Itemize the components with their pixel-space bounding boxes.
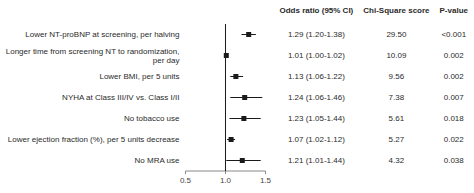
estimate-marker	[246, 32, 251, 37]
table-cell: 0.022	[444, 135, 465, 144]
row-label-line: per day	[153, 56, 180, 65]
table-cell: 7.38	[389, 93, 405, 102]
estimate-marker	[242, 95, 247, 100]
estimate-marker	[233, 74, 238, 79]
estimate-marker	[229, 137, 234, 142]
column-header: P-value	[440, 6, 469, 15]
table-cell: 5.27	[389, 135, 405, 144]
row-label-line: Longer time from screening NT to randomi…	[6, 47, 180, 56]
x-axis: 0.5 1.0 1.5	[180, 171, 272, 185]
x-tick-label: 1.0	[220, 176, 232, 185]
table-cell: 29.50	[386, 30, 407, 39]
reference-line	[225, 24, 226, 171]
table-cell: 0.002	[444, 51, 465, 60]
row-label-line: NYHA at Class III/IV vs. Class I/II	[62, 93, 179, 102]
row-label-line: No tobacco use	[124, 114, 180, 123]
row-labels: Lower NT-proBNP at screening, per halvin…	[6, 30, 180, 165]
column-header: Chi-Square score	[363, 6, 430, 15]
table-cell: 0.007	[444, 93, 465, 102]
table-cell: 4.32	[389, 156, 405, 165]
x-tick	[265, 171, 266, 174]
estimate-marker	[240, 158, 245, 163]
estimate-marker	[241, 116, 246, 121]
row-label-line: Lower BMI, per 5 units	[99, 72, 179, 81]
table-cell: 1.24 (1.06-1.46)	[288, 93, 345, 102]
row-label: No MRA use	[135, 156, 180, 165]
table-cell: 9.56	[389, 72, 405, 81]
table-cell: 0.018	[444, 114, 465, 123]
table-cell: 1.23 (1.05-1.44)	[288, 114, 345, 123]
plot-marks	[224, 24, 262, 171]
table-cell: <0.001	[441, 30, 466, 39]
table-cell: 1.29 (1.20-1.38)	[288, 30, 345, 39]
forest-chart: Odds ratio (95% CI) Chi-Square score P-val…	[0, 0, 474, 193]
row-label-line: Lower NT-proBNP at screening, per halvin…	[25, 30, 179, 39]
x-tick	[185, 171, 186, 174]
table-cell: 1.21 (1.01-1.44)	[288, 156, 345, 165]
row-label: No tobacco use	[124, 114, 180, 123]
x-tick-label: 0.5	[180, 176, 192, 185]
row-label: Lower ejection fraction (%), per 5 units…	[8, 135, 180, 144]
row-label: Longer time from screening NT to randomi…	[6, 47, 180, 65]
table-cell: 10.09	[386, 51, 407, 60]
row-label: NYHA at Class III/IV vs. Class I/II	[62, 93, 179, 102]
table-cell: 1.01 (1.00-1.02)	[288, 51, 345, 60]
x-tick-label: 1.5	[260, 176, 272, 185]
row-label: Lower NT-proBNP at screening, per halvin…	[25, 30, 179, 39]
row-label-line: No MRA use	[135, 156, 180, 165]
table-cell: 5.61	[389, 114, 405, 123]
column-header: Odds ratio (95% CI)	[279, 6, 353, 15]
x-tick	[225, 171, 226, 174]
table-cell: 1.07 (1.02-1.12)	[288, 135, 345, 144]
table-cell: 0.038	[444, 156, 465, 165]
table-cell: 1.13 (1.06-1.22)	[288, 72, 345, 81]
row-label: Lower BMI, per 5 units	[99, 72, 179, 81]
table-cell: 0.002	[444, 72, 465, 81]
row-label-line: Lower ejection fraction (%), per 5 units…	[8, 135, 180, 144]
estimate-marker	[224, 53, 229, 58]
